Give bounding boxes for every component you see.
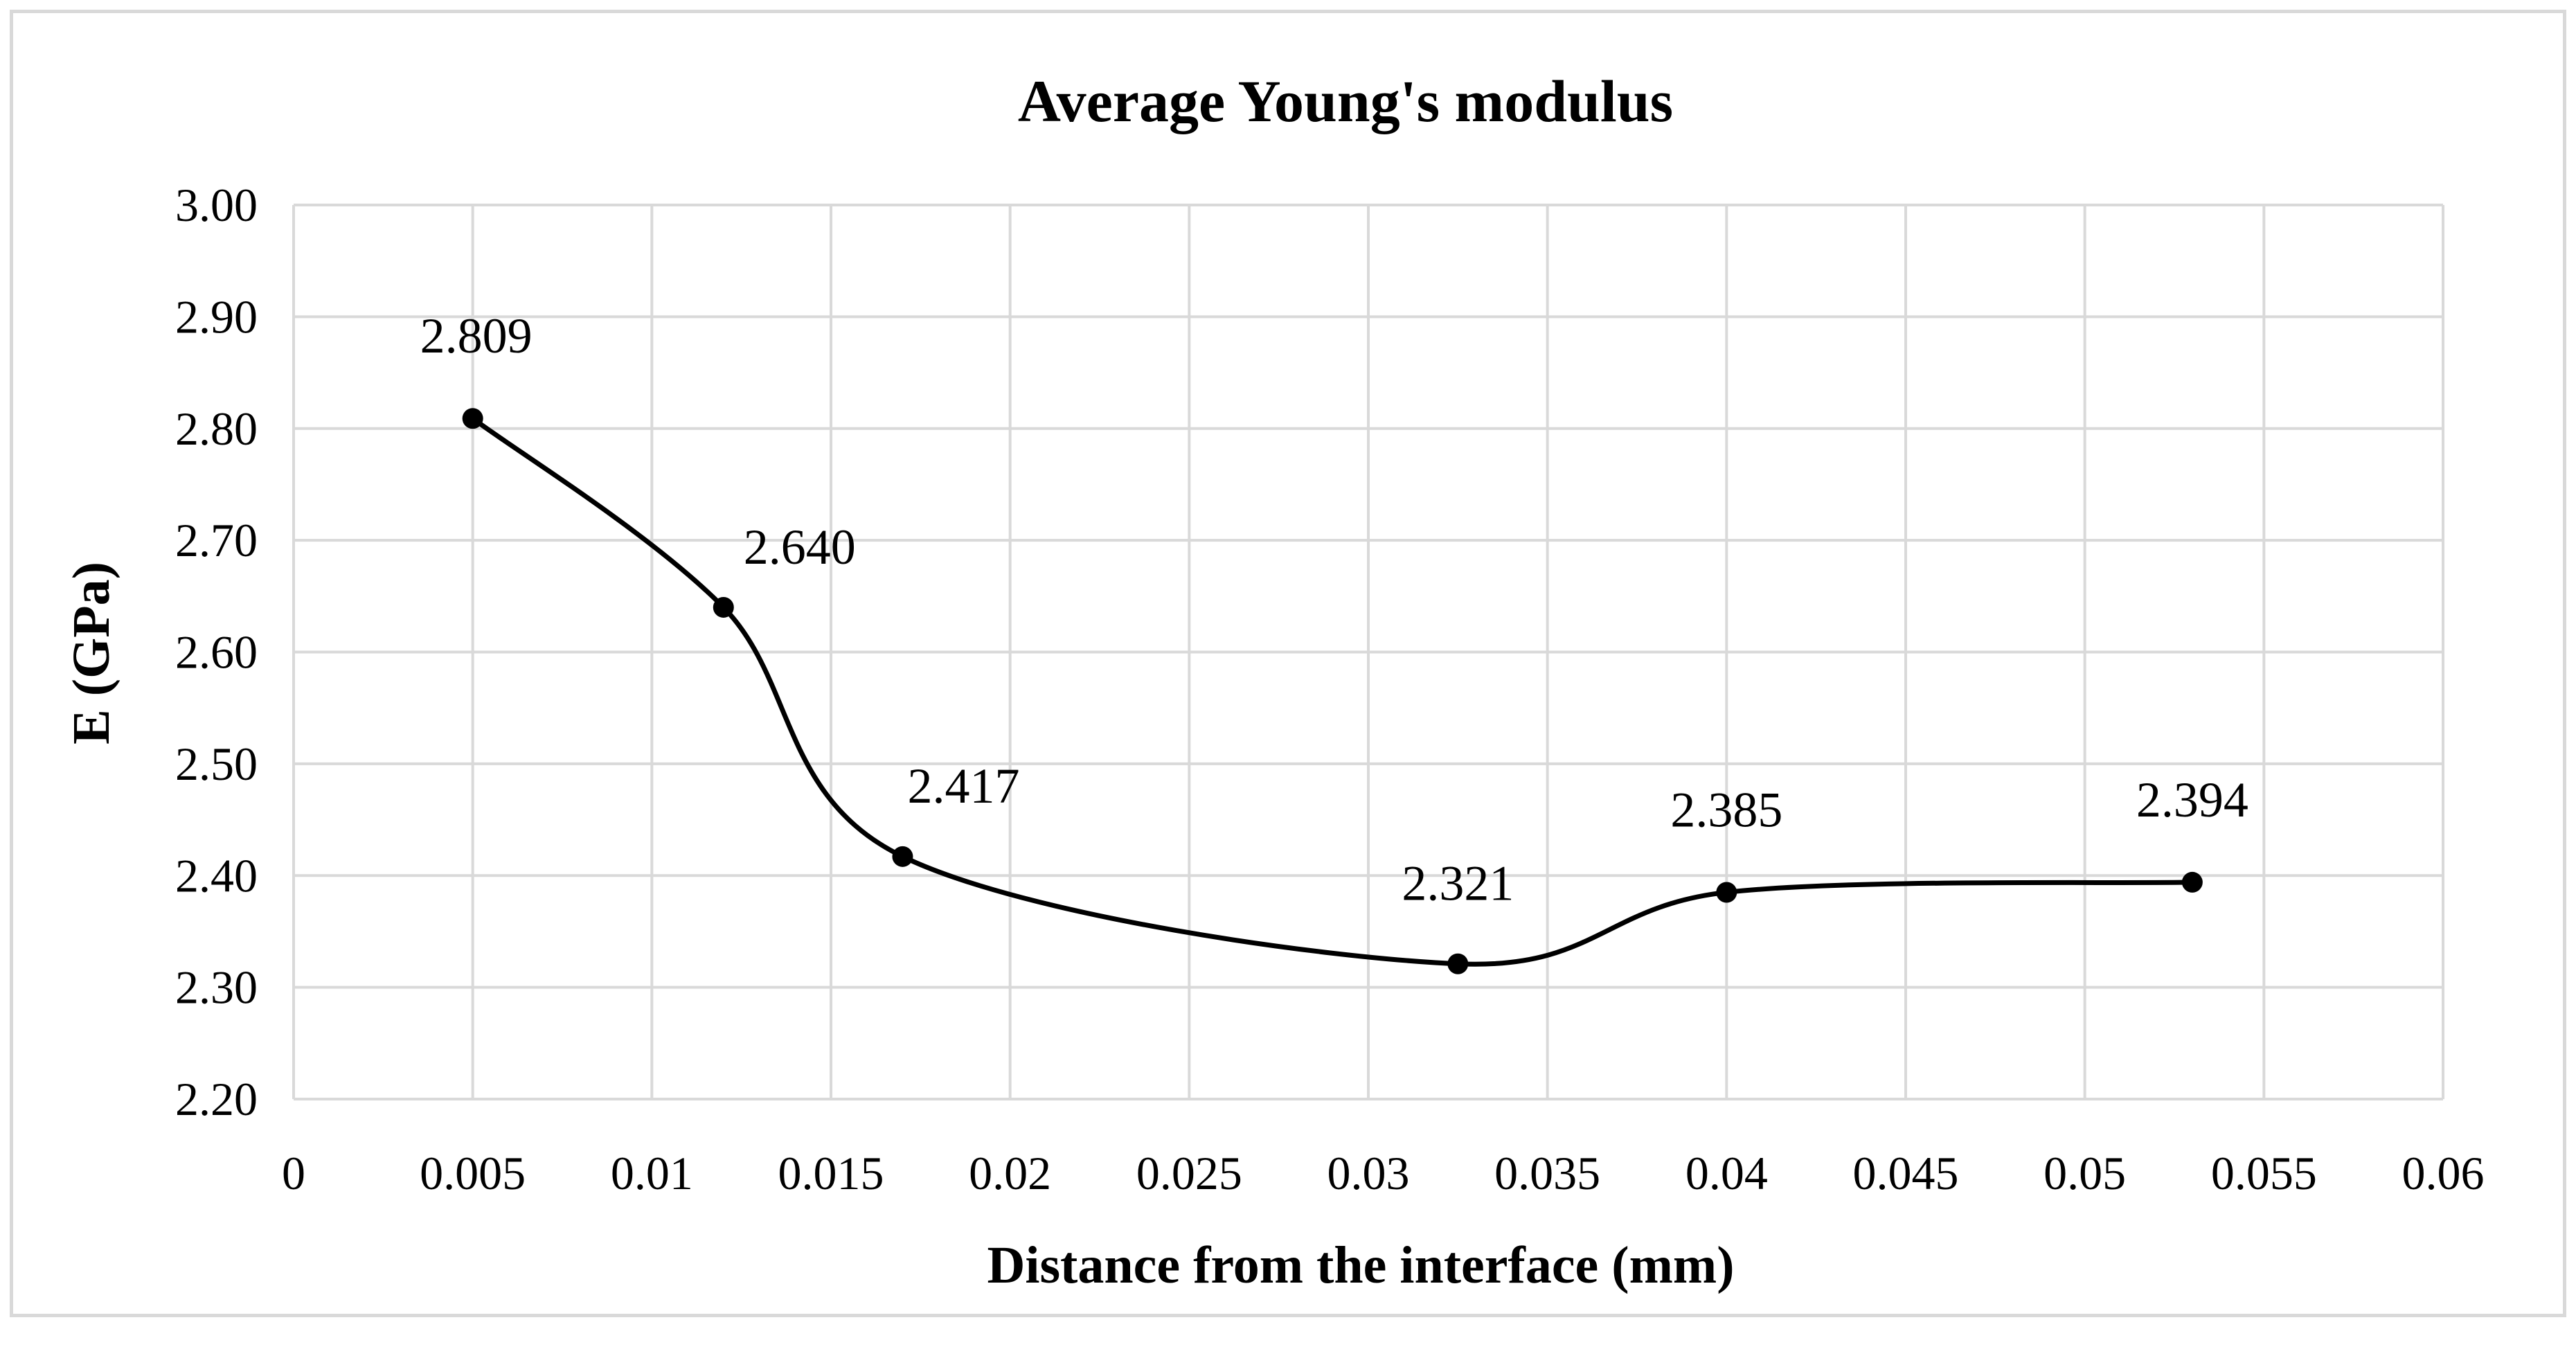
y-tick-label: 2.40	[175, 849, 258, 902]
x-tick-label: 0.035	[1494, 1147, 1600, 1199]
data-label: 2.809	[420, 308, 533, 364]
series-line	[471, 416, 2192, 967]
data-label: 2.321	[1402, 856, 1514, 911]
x-tick-label: 0	[282, 1147, 305, 1199]
data-point	[713, 596, 734, 618]
data-point	[462, 408, 483, 429]
x-axis-ticks: 0 0.005 0.01 0.015 0.02 0.025 0.03 0.035 0.04 0.0…	[282, 1147, 2485, 1199]
x-tick-label: 0.015	[778, 1147, 884, 1199]
markers	[462, 408, 2203, 974]
y-tick-label: 2.20	[175, 1073, 258, 1125]
x-tick-label: 0.05	[2043, 1147, 2126, 1199]
x-tick-label: 0.055	[2211, 1147, 2317, 1199]
y-tick-label: 2.70	[175, 514, 258, 567]
x-tick-label: 0.045	[1853, 1147, 1959, 1199]
y-axis-ticks: 2.20 2.30 2.40 2.50 2.60 2.70 2.80 2.90 3.00	[175, 179, 258, 1125]
chart-title: Average Young's modulus	[1018, 68, 1673, 134]
y-tick-label: 2.80	[175, 402, 258, 455]
data-label: 2.385	[1670, 782, 1782, 837]
y-tick-label: 2.50	[175, 738, 258, 790]
y-tick-label: 2.60	[175, 626, 258, 679]
y-tick-label: 2.90	[175, 290, 258, 343]
data-point	[1716, 882, 1737, 903]
y-tick-label: 3.00	[175, 179, 258, 231]
data-labels: 2.809 2.640 2.417 2.321 2.385 2.394	[420, 308, 2248, 911]
y-tick-label: 2.30	[175, 961, 258, 1014]
series	[471, 416, 2192, 967]
data-label: 2.394	[2136, 772, 2248, 828]
data-point	[892, 846, 913, 867]
x-tick-label: 0.025	[1136, 1147, 1242, 1199]
x-tick-label: 0.01	[611, 1147, 693, 1199]
data-label: 2.640	[744, 519, 856, 575]
x-tick-label: 0.06	[2402, 1147, 2485, 1199]
data-point	[2181, 871, 2203, 893]
data-label: 2.417	[907, 758, 1019, 814]
data-point	[1447, 953, 1469, 974]
grid	[292, 204, 2444, 1100]
x-tick-label: 0.04	[1685, 1147, 1768, 1199]
x-tick-label: 0.02	[969, 1147, 1051, 1199]
y-axis-title: E (GPa)	[62, 562, 120, 744]
x-axis-title: Distance from the interface (mm)	[987, 1236, 1734, 1294]
x-tick-label: 0.03	[1327, 1147, 1410, 1199]
x-tick-label: 0.005	[420, 1147, 526, 1199]
